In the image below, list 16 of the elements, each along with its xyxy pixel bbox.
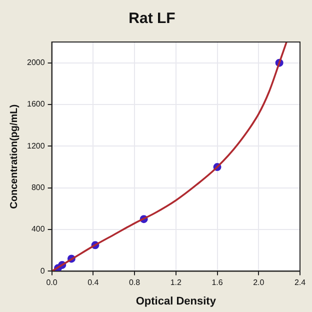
y-tick-label: 400 bbox=[31, 224, 46, 234]
x-tick-label: 1.6 bbox=[212, 278, 224, 288]
x-axis-title: Optical Density bbox=[136, 295, 217, 308]
y-tick-label: 1200 bbox=[27, 141, 46, 150]
x-tick-label: 1.2 bbox=[170, 278, 182, 288]
y-tick-label: 0 bbox=[40, 266, 46, 276]
y-tick-label: 800 bbox=[31, 183, 46, 192]
x-tick-label: 0.4 bbox=[88, 278, 100, 288]
chart-title: Rat LF bbox=[128, 10, 176, 28]
y-axis-title: Concentration(pg/mL) bbox=[8, 104, 20, 209]
x-tick-label: 0.8 bbox=[128, 278, 141, 288]
x-tick-label: 2.4 bbox=[294, 278, 306, 288]
x-tick-label: 2.0 bbox=[253, 278, 265, 288]
x-tick-label: 0.0 bbox=[46, 278, 58, 288]
y-tick-label: 2000 bbox=[27, 58, 46, 68]
y-tick-label: 1600 bbox=[27, 100, 46, 109]
